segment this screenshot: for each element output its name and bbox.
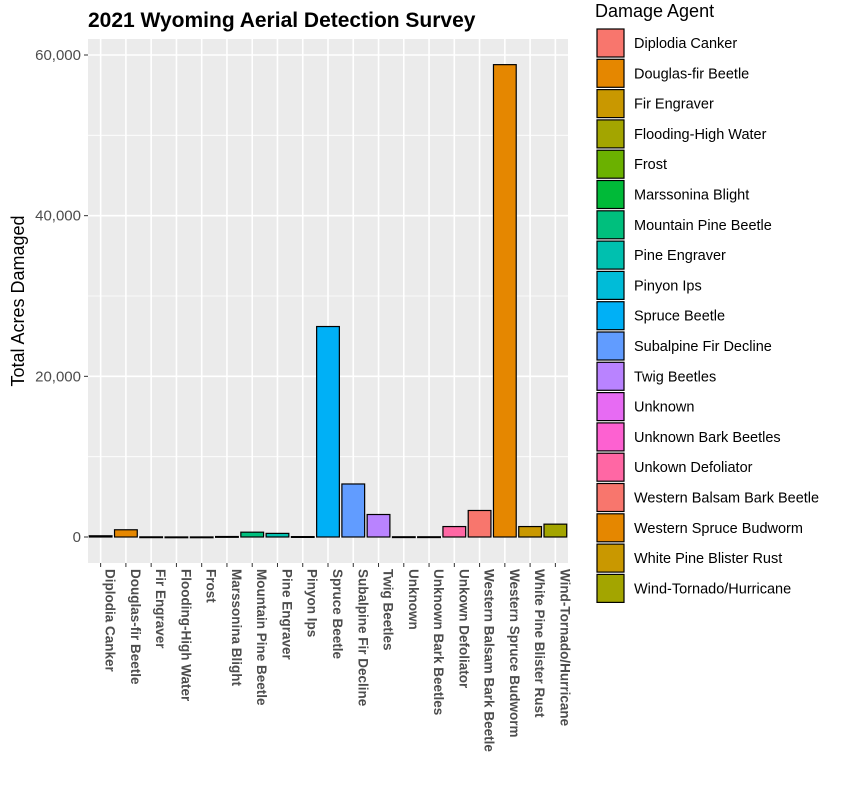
legend-swatch (596, 179, 625, 210)
legend-swatch (596, 119, 625, 149)
legend-swatch (596, 331, 625, 361)
bars (88, 64, 568, 539)
legend-swatch (596, 301, 625, 331)
legend-label: Unknown (634, 400, 694, 416)
x-tick-label: Frost (204, 569, 219, 603)
y-axis-label: Total Acres Damaged (8, 215, 28, 386)
x-tick-label: Marssonina Blight (229, 569, 244, 687)
legend-label: Unkown Defoliator (634, 460, 753, 476)
y-tick-label: 40,000 (35, 208, 81, 225)
x-tick-label: Unkown Defoliator (456, 569, 471, 689)
legend-swatch (596, 482, 625, 513)
legend-swatch (596, 543, 625, 573)
legend-swatch (596, 392, 625, 422)
legend-swatch (596, 28, 625, 58)
x-tick-label: Western Spruce Budworm (507, 569, 522, 738)
x-tick-label: Twig Beetles (381, 569, 396, 651)
bar (316, 325, 340, 538)
legend-swatch (596, 210, 625, 240)
x-tick-label: Western Balsam Bark Beetle (482, 569, 497, 752)
bar (88, 535, 113, 538)
y-axis: 0 20,000 40,000 60,000 (35, 47, 88, 546)
legend-label: Diplodia Canker (634, 36, 737, 52)
legend-label: Western Spruce Budworm (634, 521, 803, 537)
x-tick-label: Diplodia Canker (103, 569, 118, 673)
bar (214, 535, 239, 538)
legend-label: Spruce Beetle (634, 309, 725, 325)
bar (164, 536, 189, 539)
x-tick-label: Douglas-fir Beetle (128, 569, 143, 685)
bar (341, 483, 366, 538)
legend-swatch (596, 573, 625, 604)
legend-label: Pine Engraver (634, 248, 726, 264)
bar (113, 529, 138, 538)
bar (139, 536, 164, 539)
x-tick-label: Wind-Tornado/Hurricane (557, 569, 572, 727)
legend-swatch (596, 452, 625, 482)
legend-label: White Pine Blister Rust (634, 551, 782, 567)
legend-swatch (596, 88, 625, 119)
legend-label: Pinyon Ips (634, 278, 702, 294)
y-tick-label: 20,000 (35, 368, 81, 385)
bar (189, 536, 214, 539)
x-tick-label: Unknown (406, 569, 421, 630)
legend-label: Mountain Pine Beetle (634, 218, 772, 234)
x-tick-label: Flooding-High Water (178, 569, 193, 702)
x-tick-label: Subalpine Fir Decline (355, 569, 370, 707)
legend: Diplodia Canker Douglas-fir Beetle Fir Eng… (596, 28, 819, 604)
bar (543, 523, 568, 538)
bar (442, 525, 467, 538)
x-axis: Diplodia Canker Douglas-fir Beetle Fir Eng… (100, 563, 572, 752)
legend-label: Western Balsam Bark Beetle (634, 491, 819, 507)
bar (467, 509, 492, 538)
legend-swatch (596, 361, 625, 391)
y-tick-label: 60,000 (35, 47, 81, 64)
x-tick-label: Fir Engraver (153, 569, 168, 649)
x-tick-label: Pinyon Ips (305, 569, 320, 637)
x-tick-label: Unknown Bark Beetles (431, 569, 446, 715)
x-tick-label: Spruce Beetle (330, 569, 345, 660)
bar (265, 532, 290, 538)
legend-swatch (596, 58, 625, 88)
legend-title: Damage Agent (595, 1, 714, 21)
grid-lines (88, 39, 568, 563)
legend-label: Frost (634, 157, 667, 173)
chart-title: 2021 Wyoming Aerial Detection Survey (88, 9, 476, 32)
legend-label: Unknown Bark Beetles (634, 430, 781, 446)
x-tick-label: White Pine Blister Rust (532, 569, 547, 718)
bar (417, 536, 442, 539)
bar (518, 525, 543, 538)
legend-label: Fir Engraver (634, 97, 714, 113)
y-tick-label: 0 (73, 529, 81, 546)
legend-label: Douglas-fir Beetle (634, 66, 749, 82)
bar (290, 535, 315, 538)
legend-swatch (596, 240, 625, 270)
legend-label: Marssonina Blight (634, 188, 749, 204)
bar (391, 536, 416, 539)
legend-label: Twig Beetles (634, 369, 716, 385)
legend-swatch (596, 149, 625, 179)
legend-label: Flooding-High Water (634, 127, 767, 143)
x-tick-label: Mountain Pine Beetle (254, 569, 269, 706)
legend-swatch (596, 513, 625, 543)
legend-swatch (596, 270, 625, 300)
bar (366, 513, 391, 538)
legend-label: Wind-Tornado/Hurricane (634, 581, 791, 597)
bar (240, 531, 265, 538)
bar (492, 64, 517, 538)
legend-swatch (596, 422, 625, 452)
legend-label: Subalpine Fir Decline (634, 339, 772, 355)
x-tick-label: Pine Engraver (279, 569, 294, 661)
